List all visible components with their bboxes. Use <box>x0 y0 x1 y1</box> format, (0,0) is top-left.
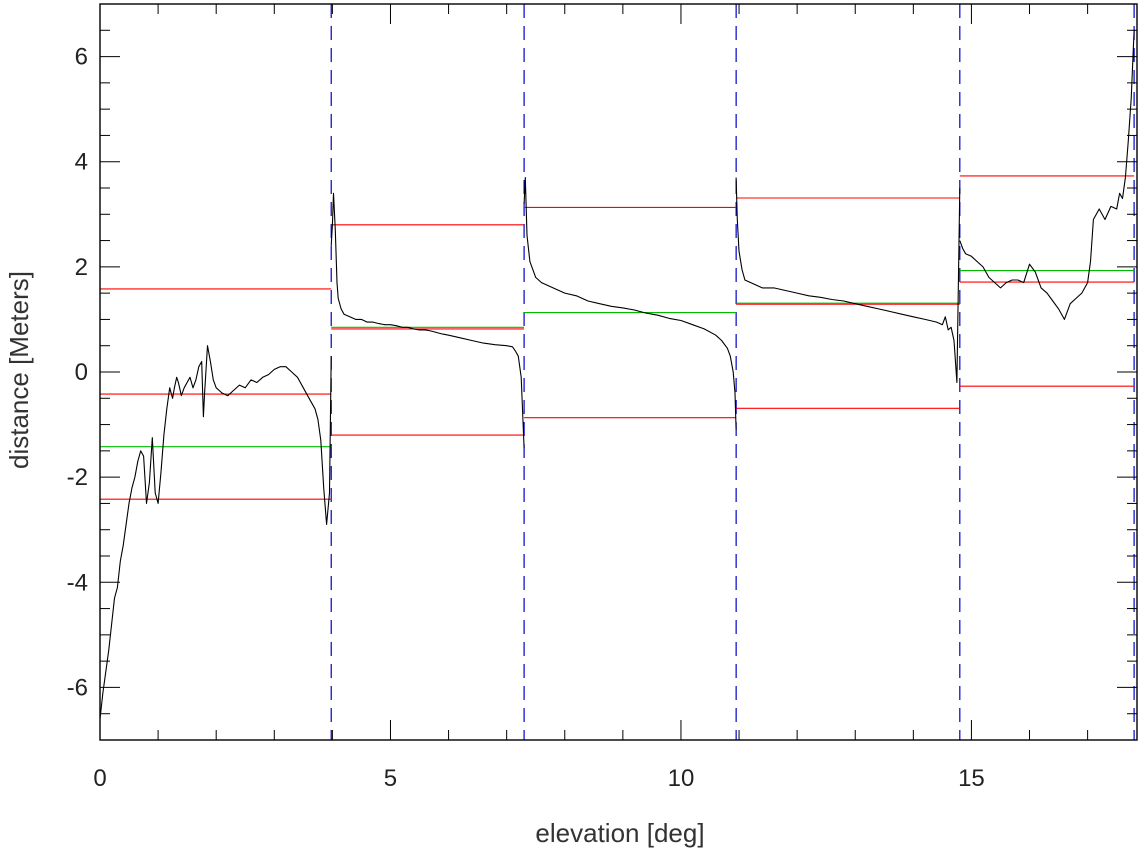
y-tick-label: -2 <box>67 464 88 491</box>
y-axis-label: distance [Meters] <box>4 271 34 469</box>
segment-boundary-lines <box>330 4 1135 740</box>
x-tick-label: 5 <box>384 765 397 792</box>
data-line-segment-3 <box>523 176 737 430</box>
segment-reference-lines <box>100 175 1135 500</box>
data-line-segment-5 <box>959 30 1135 320</box>
x-tick-label: 10 <box>668 765 695 792</box>
plot-frame <box>99 3 1138 741</box>
axis-tick-labels: 0 5 10 15 -6 -4 -2 0 2 4 6 <box>67 44 985 792</box>
axis-ticks <box>99 3 1137 741</box>
y-tick-label: 2 <box>75 254 88 281</box>
y-tick-label: 0 <box>75 359 88 386</box>
x-tick-label: 15 <box>958 765 985 792</box>
data-line-segment-1 <box>99 345 332 720</box>
data-series <box>99 30 1135 720</box>
x-tick-label: 0 <box>93 765 106 792</box>
y-tick-label: -4 <box>67 569 88 596</box>
y-tick-label: 4 <box>75 149 88 176</box>
x-axis-label: elevation [deg] <box>535 818 704 848</box>
y-tick-label: -6 <box>67 674 88 701</box>
data-line-segment-4 <box>735 177 961 384</box>
data-line-segment-2 <box>330 192 525 449</box>
y-tick-label: 6 <box>75 44 88 71</box>
